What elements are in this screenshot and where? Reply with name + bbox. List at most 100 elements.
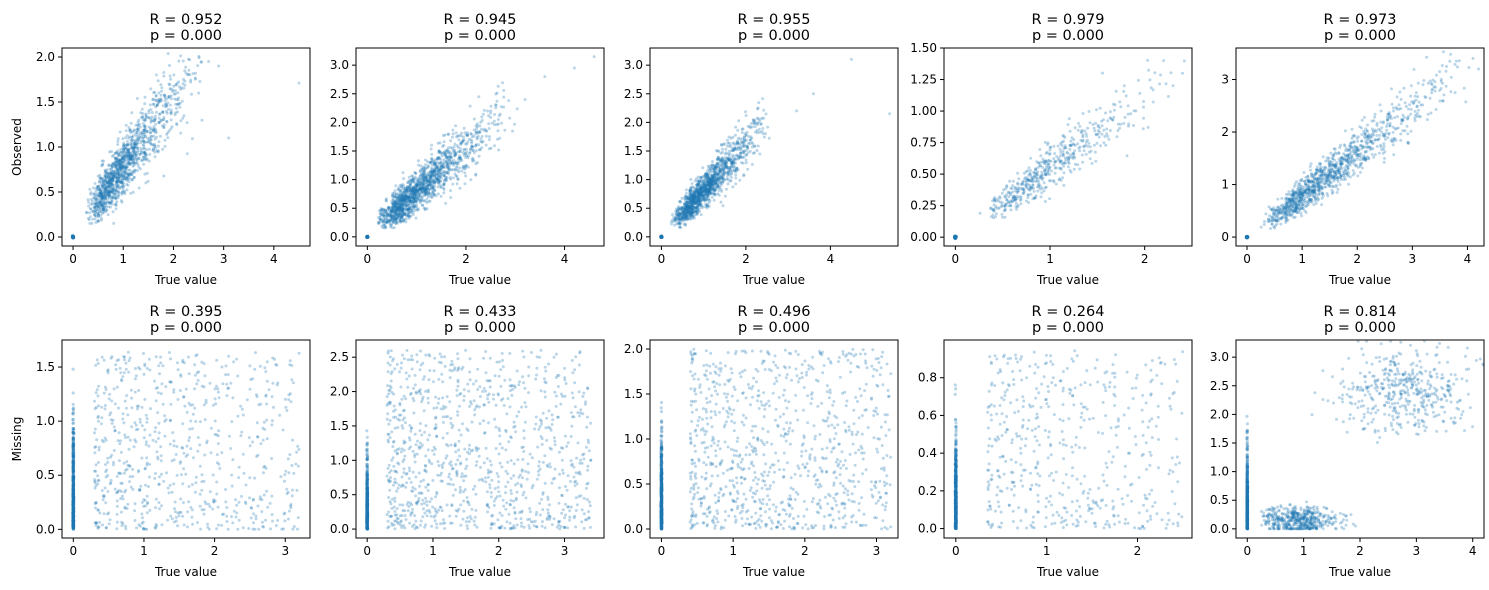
data-point xyxy=(438,174,442,178)
data-point xyxy=(466,133,469,137)
data-point xyxy=(133,154,137,158)
data-point xyxy=(107,200,111,204)
data-point xyxy=(120,163,124,167)
data-point xyxy=(412,186,416,190)
data-point xyxy=(447,151,451,155)
data-point xyxy=(96,219,100,223)
data-point xyxy=(133,161,137,165)
data-point xyxy=(437,168,441,172)
data-point xyxy=(107,163,111,167)
data-point xyxy=(432,187,435,191)
data-point xyxy=(707,204,711,208)
data-point xyxy=(387,206,391,210)
data-point xyxy=(1088,145,1092,149)
data-point xyxy=(422,187,426,191)
data-point xyxy=(103,182,107,186)
data-point xyxy=(164,102,168,106)
data-point xyxy=(140,150,143,154)
data-point xyxy=(439,194,443,198)
data-point xyxy=(409,196,413,200)
data-point xyxy=(150,143,154,147)
data-point xyxy=(128,157,132,161)
data-point xyxy=(416,189,420,193)
data-point xyxy=(412,190,416,194)
data-point xyxy=(497,148,501,152)
data-point xyxy=(460,131,463,135)
data-point xyxy=(447,132,450,136)
data-point xyxy=(136,120,140,124)
data-point xyxy=(419,181,423,185)
data-point xyxy=(436,177,440,181)
data-point xyxy=(731,185,735,189)
data-point xyxy=(391,208,395,211)
data-point xyxy=(440,164,444,167)
data-point xyxy=(133,141,137,145)
data-point xyxy=(118,167,122,171)
data-point xyxy=(1077,146,1081,150)
data-point xyxy=(1309,168,1312,172)
data-point xyxy=(407,194,410,198)
data-point xyxy=(106,213,110,217)
data-point xyxy=(149,120,153,124)
data-point xyxy=(110,178,114,182)
data-point xyxy=(114,182,118,186)
data-point xyxy=(121,144,125,148)
data-point xyxy=(121,185,125,189)
data-point xyxy=(71,235,76,239)
data-point xyxy=(477,143,481,147)
data-point xyxy=(719,200,723,204)
data-point xyxy=(94,201,98,205)
data-point xyxy=(86,198,90,202)
data-point xyxy=(429,160,433,164)
data-point xyxy=(494,92,498,96)
data-point xyxy=(399,202,403,206)
data-point xyxy=(400,212,404,216)
data-point xyxy=(115,180,119,184)
data-point xyxy=(425,181,429,185)
data-point xyxy=(115,200,119,204)
data-point xyxy=(480,135,484,138)
data-point xyxy=(403,211,407,215)
data-point xyxy=(105,200,109,204)
data-point xyxy=(389,214,393,218)
data-point xyxy=(1391,130,1395,134)
data-point xyxy=(101,195,105,199)
data-point xyxy=(93,213,97,217)
data-point xyxy=(430,172,434,176)
data-point xyxy=(484,129,488,133)
data-point xyxy=(156,144,160,148)
subplot-title-r: R = 0.979 xyxy=(1032,12,1105,28)
data-point xyxy=(705,192,709,195)
data-point xyxy=(401,210,405,214)
data-point xyxy=(94,196,98,200)
data-point xyxy=(115,163,119,166)
data-point xyxy=(401,209,405,213)
data-point xyxy=(153,118,157,122)
data-point xyxy=(1126,104,1130,108)
data-point xyxy=(141,139,145,143)
data-point xyxy=(71,235,76,240)
data-point xyxy=(1048,165,1052,169)
data-point xyxy=(115,189,119,193)
data-point xyxy=(131,177,134,181)
data-point xyxy=(174,83,178,87)
data-point xyxy=(428,178,432,182)
data-point xyxy=(392,218,396,221)
data-point xyxy=(403,212,406,216)
data-point xyxy=(106,190,110,194)
data-point xyxy=(721,174,725,178)
data-point xyxy=(381,211,385,214)
data-point xyxy=(1047,162,1051,166)
data-point xyxy=(113,173,116,177)
data-point xyxy=(433,162,437,166)
data-point xyxy=(390,206,394,209)
data-point xyxy=(89,202,93,206)
data-point xyxy=(130,111,134,115)
data-point xyxy=(474,149,478,153)
data-point xyxy=(390,216,394,220)
data-point xyxy=(408,199,412,202)
data-point xyxy=(142,130,146,134)
data-point xyxy=(1366,123,1369,127)
data-point xyxy=(141,136,145,140)
data-point xyxy=(449,196,453,199)
